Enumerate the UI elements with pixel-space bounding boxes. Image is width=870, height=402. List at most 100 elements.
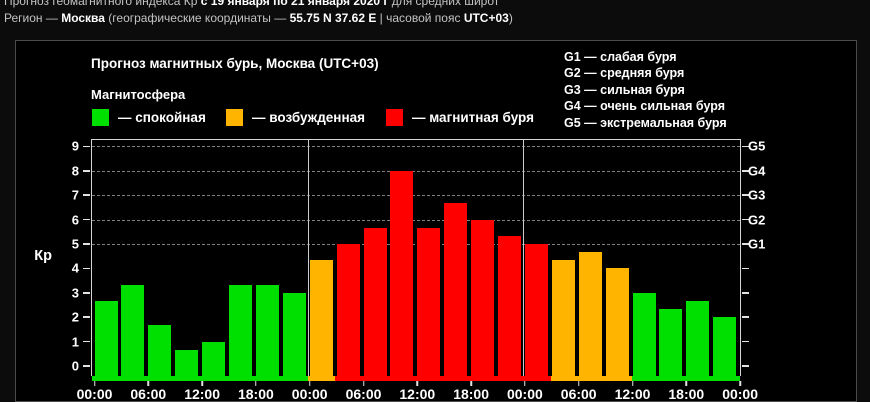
time-tick-label: 00:00 [291, 386, 328, 402]
kp-tick-label: 0 [71, 358, 79, 374]
time-axis-tick [470, 381, 472, 386]
legend-swatch-storm [386, 108, 403, 126]
activity-strip-segment [227, 376, 254, 381]
time-tick-label: 18:00 [237, 386, 274, 402]
kp-axis-label: Кр [34, 248, 52, 264]
activity-strip-segment [686, 376, 713, 381]
kp-bar [471, 219, 495, 376]
left-axis-tick [83, 292, 90, 294]
time-tick-label: 18:00 [668, 386, 705, 402]
time-axis-tick [524, 381, 526, 386]
time-axis-tick [739, 381, 741, 386]
time-axis-tick [201, 381, 203, 386]
day-divider-line [307, 140, 310, 376]
activity-strip-segment [146, 376, 173, 381]
kp-bar [713, 317, 737, 376]
time-axis-tick [362, 381, 365, 386]
forecast-chart-panel: Прогноз магнитных бурь, Москва (UTC+03) … [15, 40, 857, 402]
legend-item-storm: — магнитная буря [386, 108, 534, 126]
time-axis-tick [308, 381, 311, 386]
g-level-tick-label: G2 [748, 212, 766, 228]
left-axis-tick [83, 170, 90, 172]
activity-strip-segment [659, 376, 686, 381]
right-axis-tick [742, 365, 749, 367]
activity-strip-segment [92, 376, 119, 381]
kp-tick-label: 2 [71, 309, 79, 325]
kp-bar [121, 284, 145, 376]
header-text-run: с 19 января по 21 января 2020 г [200, 0, 389, 8]
legend-item-quiet: — спокойная [92, 108, 206, 126]
legend-swatch-quiet [92, 108, 109, 126]
activity-strip-segment [362, 376, 389, 381]
time-axis-tick [685, 381, 688, 386]
time-axis-tick [631, 381, 634, 386]
activity-strip-segment [524, 376, 551, 381]
time-axis-tick [93, 381, 96, 386]
right-axis-tick [742, 243, 749, 245]
time-tick-label: 06:00 [560, 386, 597, 402]
g-scale-line: G5 — экстремальная буря [564, 115, 727, 130]
kp-tick-label: 7 [71, 187, 79, 203]
header-text-run: Регион — [4, 11, 62, 25]
left-axis-tick [83, 243, 90, 245]
kp-tick-label: 6 [71, 212, 79, 228]
right-axis-tick [742, 170, 749, 172]
kp-tick-label: 3 [71, 285, 79, 301]
activity-strip-segment [389, 376, 416, 381]
left-axis-tick [83, 194, 90, 196]
time-axis-tick [416, 381, 419, 386]
right-axis-tick [742, 194, 749, 196]
kp-bar [390, 170, 414, 376]
day-divider-line [523, 140, 525, 376]
activity-strip-segment [416, 376, 443, 381]
kp-bar [632, 292, 656, 376]
header-forecast-period-line: Прогноз геомагнитного индекса Кр с 19 ян… [4, 0, 499, 8]
right-axis-tick [742, 218, 749, 221]
kp-bar [336, 244, 360, 376]
legend-label: — магнитная буря [412, 109, 534, 125]
kp-gridline [92, 170, 740, 172]
activity-strip-segment [119, 376, 146, 381]
kp-bar [202, 341, 226, 376]
activity-strip-segment [254, 376, 281, 381]
g-level-tick-label: G3 [748, 187, 766, 203]
right-axis-tick [742, 267, 749, 270]
kp-bar [551, 260, 575, 376]
time-axis-tick [255, 381, 257, 386]
legend-label: — возбужденная [252, 109, 365, 125]
activity-strip-segment [443, 376, 470, 381]
left-axis-tick [83, 267, 90, 270]
kp-bar [578, 252, 602, 376]
time-tick-label: 12:00 [184, 386, 220, 402]
kp-bar [686, 300, 710, 376]
time-axis-tick [147, 381, 150, 386]
right-axis-tick [742, 340, 749, 343]
kp-gridline [92, 146, 740, 148]
time-axis-tick [577, 381, 580, 386]
g-scale-legend: G1 — слабая буря G2 — средняя буря G3 — си… [564, 49, 727, 131]
kp-bar [605, 268, 629, 376]
chart-subtitle: Магнитосфера [91, 87, 186, 102]
header-text-run: ) [508, 11, 513, 25]
time-tick-label: 12:00 [614, 386, 651, 402]
kp-bar [363, 227, 387, 376]
g-level-tick-label: G1 [748, 236, 766, 252]
time-tick-label: 18:00 [453, 386, 489, 402]
left-axis-tick [83, 316, 90, 318]
g-scale-line: G2 — средняя буря [564, 66, 685, 81]
left-axis-tick [83, 218, 90, 221]
header-text-run: Прогноз геомагнитного индекса Кр [4, 0, 201, 8]
left-axis-tick [83, 340, 90, 343]
left-axis-tick [83, 365, 90, 367]
right-axis-tick [742, 292, 749, 294]
activity-strip-segment [200, 376, 227, 381]
kp-tick-label: 8 [71, 163, 79, 179]
g-scale-line: G4 — очень сильная буря [564, 99, 725, 114]
time-tick-label: 06:00 [130, 386, 167, 402]
activity-strip-segment [470, 376, 497, 381]
activity-strip-segment [308, 376, 335, 381]
kp-bar [309, 260, 333, 376]
right-axis-tick [742, 316, 749, 318]
kp-bar [659, 309, 683, 376]
